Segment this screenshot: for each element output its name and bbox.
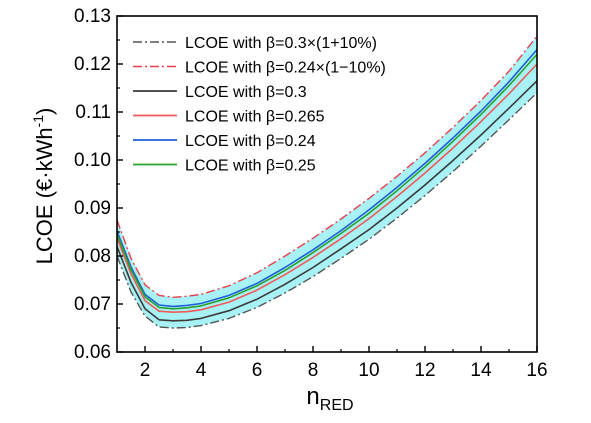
x-axis-label: nRED — [306, 383, 353, 414]
y-tick-label: 0.08 — [74, 246, 111, 267]
uncertainty-band-layer — [117, 36, 537, 328]
x-axis-label-subscript: RED — [320, 397, 354, 414]
x-axis-label-main: n — [306, 383, 319, 410]
uncertainty-band — [117, 36, 537, 328]
legend-label-3: LCOE with β=0.265 — [185, 109, 325, 126]
legend-label-4: LCOE with β=0.24 — [185, 133, 316, 150]
x-tick-label: 10 — [358, 360, 379, 381]
x-tick-label: 14 — [470, 360, 492, 381]
y-tick-label: 0.11 — [75, 102, 111, 123]
legend-label-5: LCOE with β=0.25 — [185, 158, 316, 175]
x-tick-label: 16 — [526, 360, 547, 381]
tick-layer: 2 4 6 8 10 12 14 16 0.06 0.07 0.08 0.09 0.10 0.11 0.12… — [74, 6, 548, 381]
x-tick-label: 12 — [414, 360, 435, 381]
x-tick-label: 8 — [308, 360, 319, 381]
x-tick-label: 2 — [140, 360, 151, 381]
series-line-5 — [116, 53, 538, 310]
y-tick-label: 0.13 — [74, 6, 111, 27]
series-line-1 — [116, 35, 538, 298]
series-line-2 — [116, 80, 538, 322]
legend: LCOE with β=0.3×(1+10%) LCOE with β=0.24×… — [133, 35, 386, 175]
legend-label-2: LCOE with β=0.3 — [185, 84, 307, 101]
series-line-0 — [116, 92, 538, 329]
y-tick-label: 0.06 — [74, 342, 111, 363]
y-axis-label-main: LCOE (€·kWh — [32, 127, 57, 264]
series-line-3 — [116, 63, 538, 314]
y-tick-label: 0.10 — [74, 150, 111, 171]
x-tick-label: 6 — [252, 360, 263, 381]
series-line-4 — [116, 49, 538, 308]
y-axis-label-superscript: -1 — [30, 115, 46, 128]
y-axis-label: LCOE (€·kWh-1) — [30, 108, 57, 265]
y-tick-label: 0.12 — [74, 54, 111, 75]
y-tick-label: 0.07 — [74, 294, 111, 315]
series-layer — [116, 35, 538, 329]
x-tick-label: 4 — [196, 360, 207, 381]
legend-label-1: LCOE with β=0.24×(1−10%) — [185, 60, 386, 77]
y-tick-label: 0.09 — [74, 198, 111, 219]
y-axis-label-close: ) — [32, 108, 57, 115]
legend-label-0: LCOE with β=0.3×(1+10%) — [185, 35, 377, 52]
